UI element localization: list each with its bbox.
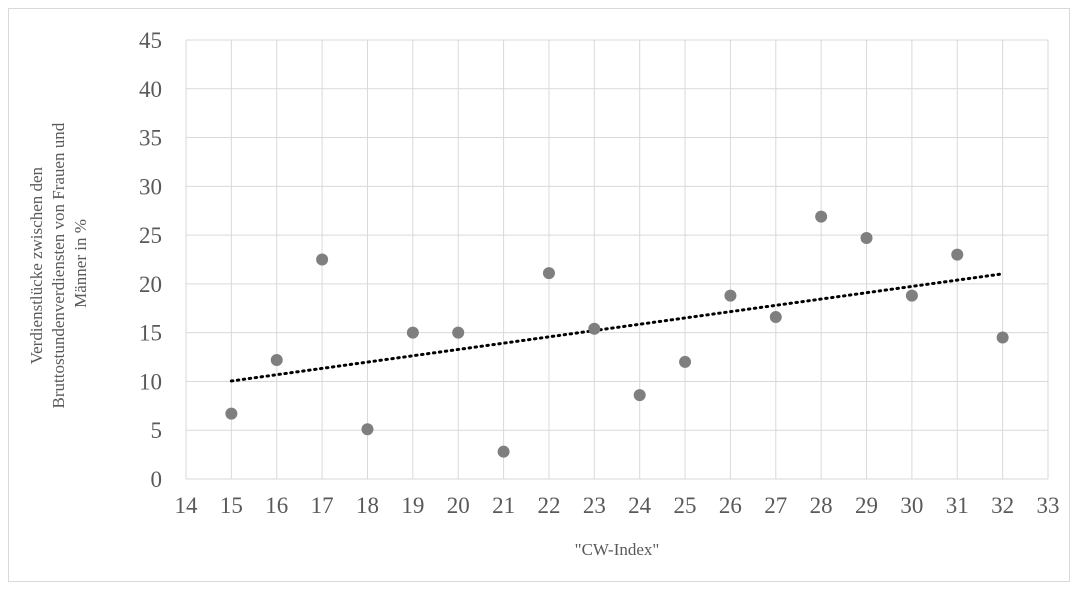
y-tick-labels: 0 5 10 15 20 25 30 35 40 45 — [139, 28, 162, 492]
data-point — [679, 355, 692, 368]
x-tick-label: 27 — [764, 493, 787, 518]
data-point — [769, 311, 782, 324]
y-axis-label: Verdienstlücke zwischen den Bruttostunde… — [27, 119, 90, 409]
x-axis-label: "CW-Index" — [575, 540, 660, 559]
y-axis-label-line: Bruttostundenverdiensten von Frauen und — [49, 122, 68, 408]
x-tick-label: 28 — [810, 493, 833, 518]
trendline-group — [229, 272, 1005, 383]
data-point — [951, 248, 964, 261]
x-tick-label: 17 — [311, 493, 334, 518]
x-tick-label: 33 — [1037, 493, 1060, 518]
x-tick-label: 16 — [265, 493, 288, 518]
y-tick-label: 25 — [139, 223, 162, 248]
y-tick-label: 0 — [151, 467, 163, 492]
trendline — [229, 272, 1005, 383]
x-tick-label: 18 — [356, 493, 379, 518]
y-axis-label-line: Verdienstlücke zwischen den — [27, 166, 46, 364]
chart-frame — [8, 8, 1070, 582]
data-point — [316, 253, 329, 266]
y-tick-label: 20 — [139, 272, 162, 297]
data-point — [497, 445, 510, 458]
x-tick-label: 26 — [719, 493, 742, 518]
data-point — [633, 389, 646, 402]
data-point — [225, 407, 238, 420]
x-tick-label: 25 — [674, 493, 697, 518]
data-point — [724, 289, 737, 302]
data-point — [905, 289, 918, 302]
data-point — [588, 322, 601, 335]
data-point — [860, 232, 873, 245]
y-tick-label: 45 — [139, 28, 162, 53]
y-tick-label: 30 — [139, 174, 162, 199]
data-point — [996, 331, 1009, 344]
data-point — [815, 210, 828, 223]
x-tick-label: 29 — [855, 493, 878, 518]
grid — [185, 39, 1049, 480]
x-tick-label: 31 — [946, 493, 969, 518]
y-tick-label: 5 — [151, 418, 163, 443]
data-point — [542, 267, 555, 280]
x-tick-label: 30 — [900, 493, 923, 518]
x-tick-label: 22 — [537, 493, 560, 518]
x-tick-label: 24 — [628, 493, 652, 518]
data-point — [270, 353, 283, 366]
y-tick-label: 10 — [139, 369, 162, 394]
y-tick-label: 40 — [139, 77, 162, 102]
data-point — [406, 326, 419, 339]
x-tick-label: 32 — [991, 493, 1014, 518]
y-tick-label: 15 — [139, 321, 162, 346]
x-tick-label: 21 — [492, 493, 515, 518]
data-point — [361, 423, 374, 436]
x-tick-label: 15 — [220, 493, 243, 518]
data-point — [452, 326, 465, 339]
x-tick-label: 14 — [175, 493, 199, 518]
y-axis-label-line: Männer in % — [71, 219, 90, 308]
data-points — [225, 210, 1009, 458]
x-tick-label: 19 — [401, 493, 424, 518]
x-tick-label: 20 — [447, 493, 470, 518]
y-tick-label: 35 — [139, 126, 162, 151]
x-tick-labels: 14 15 16 17 18 19 20 21 22 23 24 25 26 27 28 29 30 31 32 33 — [175, 493, 1060, 518]
x-tick-label: 23 — [583, 493, 606, 518]
